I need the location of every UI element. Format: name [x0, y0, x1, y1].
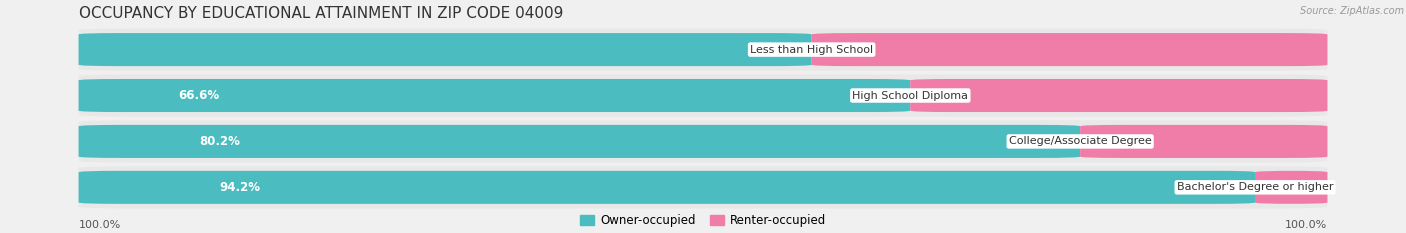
FancyBboxPatch shape — [79, 28, 1327, 71]
FancyBboxPatch shape — [1080, 125, 1327, 158]
Text: College/Associate Degree: College/Associate Degree — [1008, 137, 1152, 146]
Text: 66.6%: 66.6% — [179, 89, 219, 102]
Text: 41.3%: 41.3% — [768, 43, 804, 56]
FancyBboxPatch shape — [79, 33, 811, 66]
Text: 94.2%: 94.2% — [219, 181, 260, 194]
Text: 5.8%: 5.8% — [1219, 181, 1249, 194]
FancyBboxPatch shape — [79, 79, 910, 112]
FancyBboxPatch shape — [79, 120, 1327, 163]
Text: 100.0%: 100.0% — [1285, 220, 1327, 230]
FancyBboxPatch shape — [79, 125, 1080, 158]
FancyBboxPatch shape — [910, 79, 1327, 112]
Text: High School Diploma: High School Diploma — [852, 90, 969, 100]
Text: Bachelor's Degree or higher: Bachelor's Degree or higher — [1177, 182, 1333, 192]
Text: 33.4%: 33.4% — [866, 89, 903, 102]
FancyBboxPatch shape — [1256, 171, 1327, 204]
Text: 58.7%: 58.7% — [768, 43, 804, 56]
FancyBboxPatch shape — [811, 33, 1327, 66]
Legend: Owner-occupied, Renter-occupied: Owner-occupied, Renter-occupied — [575, 209, 831, 232]
FancyBboxPatch shape — [79, 74, 1327, 117]
FancyBboxPatch shape — [79, 166, 1327, 209]
Text: OCCUPANCY BY EDUCATIONAL ATTAINMENT IN ZIP CODE 04009: OCCUPANCY BY EDUCATIONAL ATTAINMENT IN Z… — [79, 6, 562, 21]
Text: 80.2%: 80.2% — [198, 135, 239, 148]
Text: 100.0%: 100.0% — [79, 220, 121, 230]
FancyBboxPatch shape — [79, 171, 1256, 204]
Text: Less than High School: Less than High School — [749, 45, 873, 55]
Text: Source: ZipAtlas.com: Source: ZipAtlas.com — [1301, 6, 1405, 16]
Text: 19.8%: 19.8% — [1036, 135, 1073, 148]
